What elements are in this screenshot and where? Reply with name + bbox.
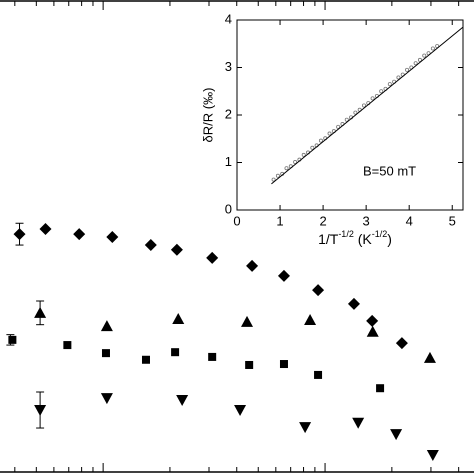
diamond-marker bbox=[73, 228, 86, 241]
y-tick-label: 4 bbox=[225, 11, 232, 26]
point-marker bbox=[422, 53, 427, 58]
x-axis-label-part: ) bbox=[387, 231, 392, 247]
diamond-marker bbox=[170, 243, 183, 256]
square-marker bbox=[245, 360, 254, 369]
triangle-marker bbox=[241, 315, 254, 327]
x-axis-label-part: -1/2 bbox=[372, 229, 388, 239]
point-marker bbox=[293, 160, 298, 165]
square-marker bbox=[8, 335, 17, 344]
triangle-marker bbox=[366, 325, 379, 337]
x-axis-label-part: (K bbox=[354, 231, 373, 247]
diamond-marker bbox=[246, 259, 259, 272]
triangle-marker bbox=[426, 450, 439, 462]
inset-frame bbox=[236, 19, 464, 211]
square-marker bbox=[63, 341, 72, 350]
point-marker bbox=[336, 124, 341, 129]
point-marker bbox=[344, 117, 349, 122]
point-marker bbox=[361, 103, 366, 108]
x-tick-label: 0 bbox=[233, 213, 240, 228]
y-tick-label: 3 bbox=[225, 59, 232, 74]
fit-line bbox=[271, 26, 464, 185]
triangle-marker bbox=[299, 422, 312, 434]
annotation: B=50 mT bbox=[363, 163, 416, 178]
square-marker bbox=[279, 360, 288, 369]
x-tick-label: 3 bbox=[363, 213, 370, 228]
point-marker bbox=[396, 75, 401, 80]
point-marker bbox=[413, 61, 418, 66]
point-marker bbox=[301, 152, 306, 157]
triangle-marker bbox=[176, 395, 189, 407]
diamond-marker bbox=[395, 337, 408, 350]
triangle-marker bbox=[390, 429, 403, 441]
triangle-marker bbox=[100, 320, 113, 332]
diamond-marker bbox=[277, 269, 290, 282]
diamond-marker bbox=[366, 314, 379, 327]
point-marker bbox=[310, 145, 315, 150]
x-tick-label: 1 bbox=[276, 213, 283, 228]
diamond-marker bbox=[347, 297, 360, 310]
square-marker bbox=[141, 355, 150, 364]
triangle-marker bbox=[100, 393, 113, 405]
triangle-marker bbox=[172, 313, 185, 325]
y-tick-label: 1 bbox=[225, 154, 232, 169]
point-marker bbox=[271, 177, 276, 182]
point-marker bbox=[417, 57, 422, 62]
x-axis-label-part: 1/T bbox=[318, 231, 339, 247]
diamond-marker bbox=[106, 231, 119, 243]
triangle-marker bbox=[352, 417, 365, 429]
diamond-marker bbox=[144, 239, 157, 252]
triangle-marker bbox=[234, 405, 247, 417]
point-marker bbox=[430, 46, 435, 51]
triangle-marker bbox=[304, 313, 317, 325]
y-tick-label: 0 bbox=[225, 201, 232, 216]
x-tick-label: 5 bbox=[449, 213, 456, 228]
point-marker bbox=[370, 96, 375, 101]
point-marker bbox=[387, 82, 392, 87]
square-marker bbox=[376, 384, 385, 393]
point-marker bbox=[327, 131, 332, 136]
triangle-marker bbox=[34, 306, 47, 318]
square-marker bbox=[208, 352, 217, 361]
diamond-marker bbox=[13, 228, 26, 241]
y-axis-label: δR/R (‰) bbox=[200, 88, 215, 143]
point-marker bbox=[353, 110, 358, 115]
point-marker bbox=[318, 138, 323, 143]
diamond-marker bbox=[206, 251, 219, 264]
square-marker bbox=[101, 349, 110, 358]
diamond-marker bbox=[312, 284, 325, 297]
x-tick-label: 2 bbox=[319, 213, 326, 228]
x-tick-label: 4 bbox=[406, 213, 413, 228]
x-axis-label: 1/T-1/2 (K-1/2) bbox=[318, 229, 392, 246]
triangle-marker bbox=[423, 351, 436, 363]
point-marker bbox=[405, 67, 410, 72]
point-marker bbox=[379, 89, 384, 94]
square-marker bbox=[171, 348, 180, 357]
square-marker bbox=[314, 370, 323, 379]
point-marker bbox=[284, 166, 289, 171]
point-marker bbox=[275, 173, 280, 178]
y-tick-label: 2 bbox=[225, 106, 232, 121]
diamond-marker bbox=[39, 222, 52, 235]
triangle-marker bbox=[34, 405, 47, 417]
x-axis-label-part: -1/2 bbox=[338, 229, 354, 239]
